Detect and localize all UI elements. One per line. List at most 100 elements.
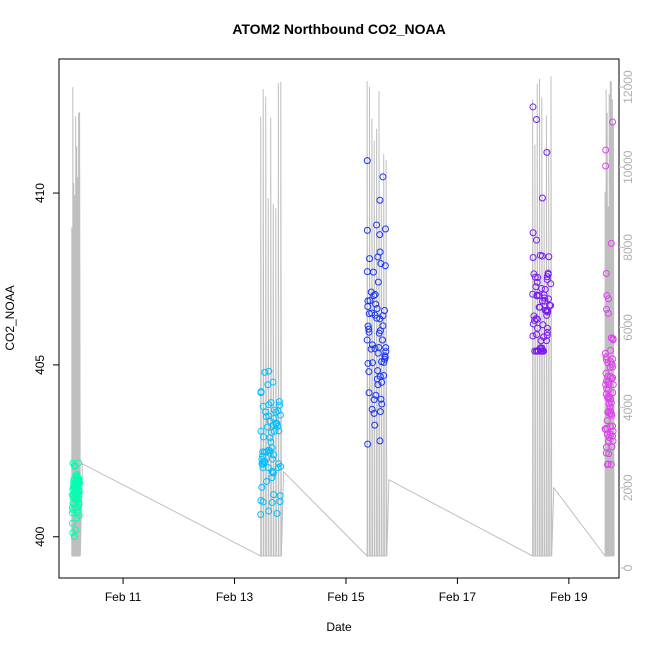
co2-point (539, 297, 547, 305)
co2-point (602, 369, 610, 377)
x-tick-label: Feb 11 (105, 590, 142, 604)
co2-point (265, 367, 273, 375)
co2-point (259, 448, 267, 456)
co2-point (543, 311, 551, 319)
co2-point (364, 322, 372, 330)
co2-point (274, 422, 282, 430)
co2-point (73, 470, 81, 478)
co2-point (372, 391, 380, 399)
co2-point (534, 347, 542, 355)
co2-point (258, 483, 266, 491)
co2-point (532, 116, 540, 124)
co2-point (365, 325, 373, 333)
co2-point (529, 229, 537, 237)
co2-point (369, 359, 377, 367)
co2-point (609, 381, 617, 389)
co2-point (607, 239, 615, 247)
co2-point (277, 463, 285, 471)
co2-point (602, 426, 610, 434)
co2-point (529, 103, 537, 111)
co2-point (547, 280, 555, 288)
co2-point (544, 269, 552, 277)
co2-point (266, 417, 274, 425)
co2-point (263, 423, 271, 431)
co2-point (545, 295, 553, 303)
co2-point (602, 449, 610, 457)
co2-point (376, 408, 384, 416)
co2-point (604, 460, 612, 468)
co2-point (535, 303, 543, 311)
co2-point (609, 427, 617, 435)
co2-point (257, 388, 265, 396)
x-tick-label: Feb 13 (216, 590, 254, 604)
co2-point (377, 260, 385, 268)
co2-point (602, 162, 610, 170)
co2-point (602, 353, 610, 361)
co2-point (75, 478, 83, 486)
co2-point (270, 427, 278, 435)
co2-point (269, 469, 277, 477)
co2-point (273, 510, 281, 518)
chart-title: ATOM2 Northbound CO2_NOAA (232, 21, 445, 37)
co2-point (529, 332, 537, 340)
co2-point (609, 437, 617, 445)
co2-point (378, 400, 386, 408)
co2-point (376, 327, 384, 335)
co2-point (379, 173, 387, 181)
co2-point (603, 305, 611, 313)
co2-point (267, 428, 275, 436)
co2-point (607, 346, 615, 354)
co2-point (602, 270, 610, 278)
co2-point (365, 368, 373, 376)
co2-point (260, 458, 268, 466)
y-tick-label: 410 (33, 183, 47, 203)
co2-point (606, 363, 614, 371)
co2-point (604, 461, 612, 469)
co2-point (371, 344, 379, 352)
co2-point (70, 499, 78, 507)
co2-point (375, 343, 383, 351)
co2-point (69, 529, 77, 537)
co2-point (604, 295, 612, 303)
co2-point (539, 321, 547, 329)
co2-point (541, 307, 549, 315)
co2-point (608, 334, 616, 342)
co2-point (538, 194, 546, 202)
co2-point (604, 437, 612, 445)
co2-point (532, 283, 540, 291)
co2-point (364, 440, 372, 448)
co2-point (380, 372, 388, 380)
co2-point (260, 433, 268, 441)
co2-point (543, 331, 551, 339)
co2-point (257, 496, 265, 504)
co2-point (261, 368, 269, 376)
y2-tick-label: 6000 (621, 314, 635, 341)
co2-point (381, 352, 389, 360)
co2-point (542, 307, 550, 315)
co2-point (608, 411, 616, 419)
co2-point (536, 347, 544, 355)
co2-point (70, 461, 78, 469)
co2-point (543, 328, 551, 336)
co2-point (543, 324, 551, 332)
co2-point (607, 407, 615, 415)
co2-point (370, 396, 378, 404)
co2-point (372, 300, 380, 308)
co2-point (373, 375, 381, 383)
co2-point (363, 157, 371, 165)
co2-point (265, 401, 273, 409)
co2-point (276, 411, 284, 419)
co2-point (532, 236, 540, 244)
co2-point (73, 486, 81, 494)
y-tick-label: 405 (33, 355, 47, 375)
y2-tick-label: 0 (621, 564, 635, 571)
co2-point (262, 412, 270, 420)
co2-point (374, 278, 382, 286)
co2-point (72, 473, 80, 481)
co2-point (529, 320, 537, 328)
co2-point (376, 437, 384, 445)
co2-point (607, 461, 615, 469)
y-axis-label: CO2_NOAA (3, 285, 17, 350)
co2-point (541, 297, 549, 305)
co2-point (268, 467, 276, 475)
